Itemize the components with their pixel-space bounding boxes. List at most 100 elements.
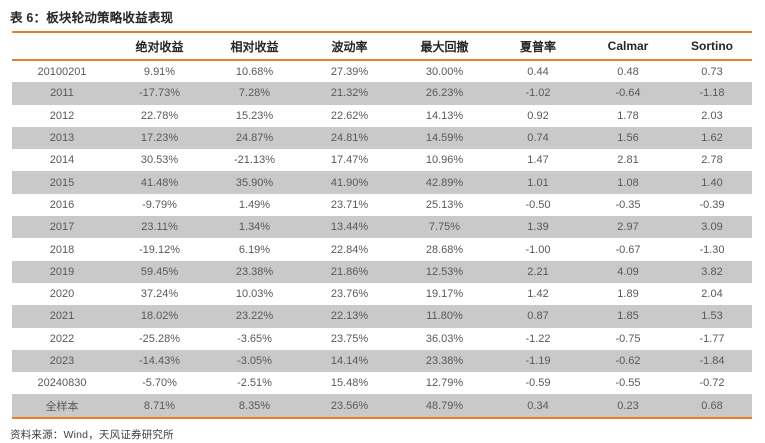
row-label: 2021 (49, 310, 75, 323)
row-label: 2019 (49, 265, 75, 278)
cell-value: 8.35% (238, 399, 271, 412)
cell-value: 23.38% (425, 355, 464, 367)
table-row: 全样本 8.71% 8.35% 23.56% 48.79% 0.34 0.23 0.68 (12, 394, 752, 417)
cell-value: -1.30 (699, 243, 725, 256)
cell-value: 2.97 (617, 221, 639, 234)
cell-value: -5.70% (142, 377, 177, 390)
cell-value: 3.09 (701, 221, 723, 234)
cell-value: 1.78 (617, 109, 639, 122)
cell-value: -9.79% (142, 198, 177, 211)
cell-value: -1.84 (699, 355, 725, 367)
cell-value: -0.39 (699, 198, 725, 211)
row-label: 2014 (49, 154, 75, 167)
cell-value: 15.48% (330, 377, 369, 390)
cell-value: 1.89 (617, 288, 639, 301)
cell-value: 18.02% (140, 310, 179, 323)
cell-value: -0.35 (615, 198, 641, 211)
cell-value: 42.89% (425, 176, 464, 189)
cell-value: 36.03% (425, 332, 464, 345)
cell-value: 22.13% (330, 310, 369, 323)
cell-value: 27.39% (330, 65, 369, 78)
cell-value: 11.80% (426, 310, 463, 323)
cell-value: 0.92 (527, 109, 549, 122)
cell-value: -3.65% (237, 332, 272, 345)
row-label: 2013 (49, 132, 75, 145)
cell-value: 23.56% (330, 399, 369, 412)
cell-value: 15.23% (235, 109, 274, 122)
cell-value: 1.40 (701, 176, 723, 189)
cell-value: 23.76% (330, 288, 369, 301)
cell-value: 1.01 (527, 176, 549, 189)
cell-value: 19.17% (425, 288, 464, 301)
cell-value: -3.05% (237, 355, 272, 367)
cell-value: 23.71% (330, 198, 369, 211)
cell-value: -19.12% (139, 243, 180, 256)
column-header: Sortino (672, 33, 752, 61)
column-header (12, 33, 112, 61)
cell-value: 7.75% (428, 221, 461, 234)
cell-value: 24.81% (330, 132, 369, 145)
cell-value: -25.28% (139, 332, 180, 345)
cell-value: -0.59 (525, 377, 551, 390)
column-header: 波动率 (302, 33, 397, 61)
table-row: 2023 -14.43% -3.05% 14.14% 23.38% -1.19 -0.62 -… (12, 349, 752, 373)
table-row: 2013 17.23% 24.87% 24.81% 14.59% 0.74 1.56 1.62 (12, 126, 752, 150)
cell-value: -1.18 (699, 87, 725, 100)
title-divider (12, 31, 752, 33)
cell-value: 25.13% (425, 198, 464, 211)
table-body: 20100201 9.91% 10.68% 27.39% 30.00% 0.44 0.48 0… (12, 60, 752, 417)
row-label: 2023 (49, 355, 75, 367)
table-row: 2017 23.11% 1.34% 13.44% 7.75% 1.39 2.97 3.09 (12, 216, 752, 239)
cell-value: 22.62% (330, 109, 369, 122)
cell-value: 21.32% (330, 87, 369, 100)
cell-value: 2.78 (701, 154, 723, 167)
cell-value: 1.34% (238, 221, 271, 234)
cell-value: 30.53% (140, 154, 179, 167)
cell-value: 28.68% (425, 243, 464, 256)
row-label: 20240830 (37, 377, 87, 390)
cell-value: 10.03% (235, 288, 274, 301)
cell-value: 1.53 (701, 310, 723, 323)
cell-value: 22.84% (330, 243, 369, 256)
cell-value: 1.39 (527, 221, 549, 234)
cell-value: 13.44% (330, 221, 369, 234)
cell-value: 4.09 (617, 265, 639, 278)
row-label: 20100201 (37, 65, 87, 78)
table-title: 表 6：板块轮动策略收益表现 (10, 11, 174, 25)
cell-value: 0.87 (527, 310, 549, 323)
row-label: 2020 (49, 288, 75, 301)
cell-value: 2.04 (701, 288, 723, 301)
cell-value: -0.75 (615, 332, 641, 345)
cell-value: 10.96% (425, 154, 464, 167)
cell-value: -1.19 (525, 355, 551, 367)
cell-value: 0.74 (527, 132, 549, 145)
cell-value: 24.87% (235, 132, 274, 145)
row-label: 2022 (49, 332, 75, 345)
cell-value: 23.11% (141, 221, 178, 234)
cell-value: -0.67 (615, 243, 641, 256)
cell-value: 41.48% (140, 176, 179, 189)
cell-value: 7.28% (238, 87, 271, 100)
cell-value: 14.59% (425, 132, 464, 145)
table-row: 2016 -9.79% 1.49% 23.71% 25.13% -0.50 -0.35 -0.… (12, 194, 752, 216)
cell-value: 30.00% (425, 65, 464, 78)
table-bottom-divider (12, 416, 752, 419)
cell-value: -0.64 (615, 87, 641, 100)
cell-value: 59.45% (140, 265, 179, 278)
cell-value: 2.03 (701, 109, 723, 122)
cell-value: 8.71% (143, 399, 176, 412)
performance-table: 绝对收益 相对收益 波动率 最大回撤 夏普率 Calmar Sortino 20100201… (12, 33, 752, 417)
cell-value: 14.14% (330, 355, 369, 367)
cell-value: 14.13% (425, 109, 464, 122)
cell-value: -0.55 (615, 377, 641, 390)
column-header: Calmar (584, 33, 672, 61)
table-row: 2020 37.24% 10.03% 23.76% 19.17% 1.42 1.89 2.04 (12, 283, 752, 305)
cell-value: 1.42 (527, 288, 549, 301)
table-row: 2019 59.45% 23.38% 21.86% 12.53% 2.21 4.09 3.82 (12, 260, 752, 283)
cell-value: 0.34 (527, 399, 549, 412)
cell-value: -21.13% (234, 154, 275, 167)
cell-value: 48.79% (425, 399, 464, 412)
table-row: 2021 18.02% 23.22% 22.13% 11.80% 0.87 1.85 1.53 (12, 305, 752, 328)
table-row: 20240830 -5.70% -2.51% 15.48% 12.79% -0.59 -0.… (12, 372, 752, 394)
